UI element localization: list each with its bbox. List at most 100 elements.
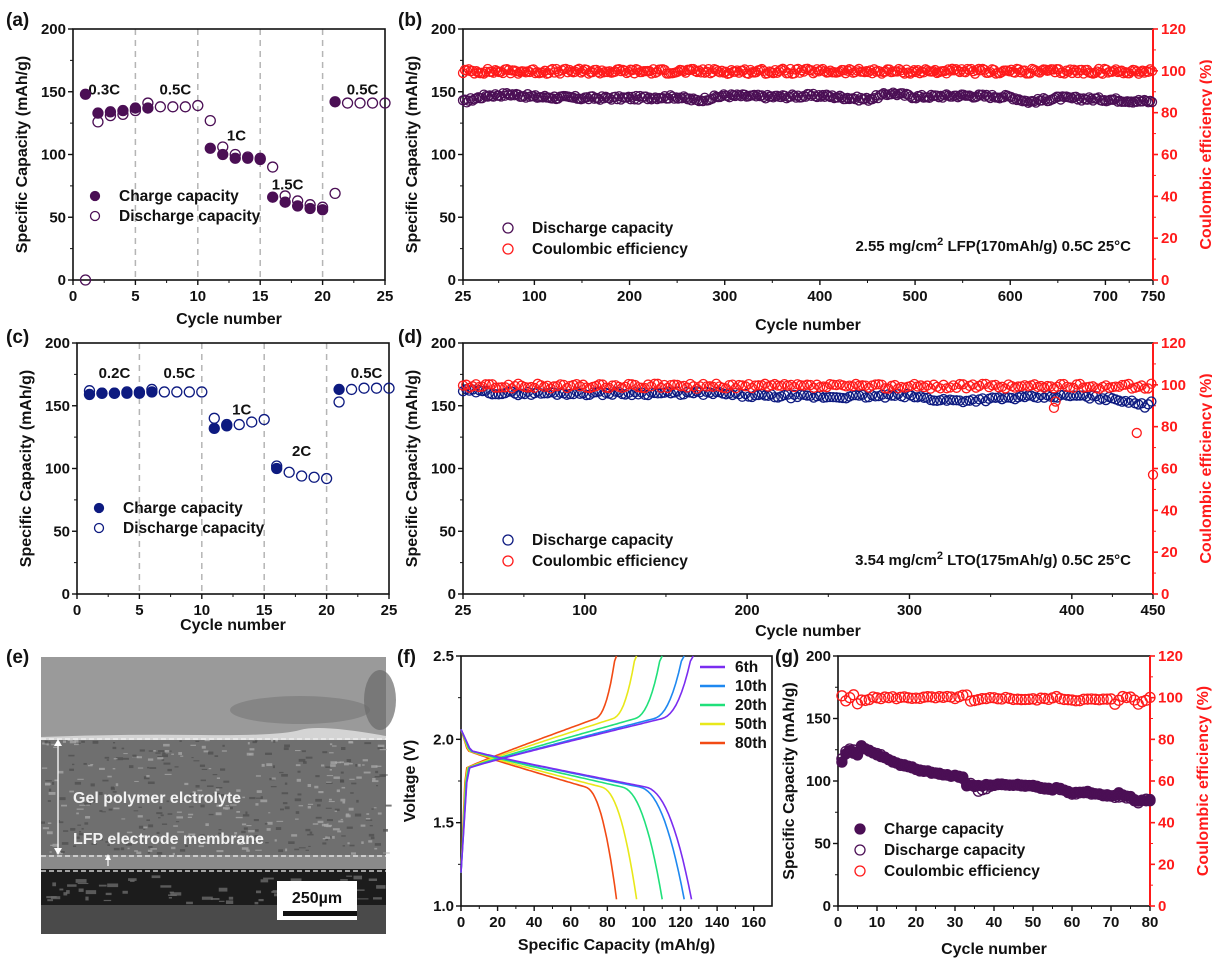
discharge-point <box>283 466 295 478</box>
sem-texture <box>372 777 376 781</box>
sem-texture <box>116 757 124 761</box>
ce-point <box>701 381 712 392</box>
ce-point <box>867 691 879 703</box>
sem-texture <box>171 753 174 755</box>
legend-charge-label: Charge capacity <box>884 821 1004 838</box>
ce-point <box>740 381 751 392</box>
sem-texture <box>199 764 206 767</box>
discharge-point <box>308 471 320 483</box>
ce-point <box>847 381 858 392</box>
legend-ce-label: Coulombic efficiency <box>532 241 688 258</box>
rate-label: 0.2C <box>99 365 131 382</box>
x-tick-label: 140 <box>705 914 730 931</box>
ce-point <box>668 379 680 390</box>
scale-bar <box>283 911 357 916</box>
sem-texture <box>162 752 166 755</box>
sem-texture <box>151 875 161 879</box>
charge-curve-6th <box>460 655 694 873</box>
y-tick-label: 100 <box>45 461 70 478</box>
ce-point <box>483 379 495 390</box>
sem-texture <box>230 804 237 806</box>
sem-texture <box>214 798 218 801</box>
discharge-point <box>354 97 366 109</box>
ce-point <box>604 66 615 77</box>
chart-f: 0 20 40 60 80 100 120 140 160 1.0 1.5 2.0 2.5 Specifi… <box>402 648 773 954</box>
ce-point <box>1078 693 1090 705</box>
sem-texture <box>266 828 271 831</box>
x-tick-label: 500 <box>903 288 928 305</box>
ce-point <box>855 694 868 706</box>
x-tick-label: 600 <box>998 288 1023 305</box>
sem-texture <box>260 879 269 883</box>
ce-point <box>879 691 891 703</box>
sem-texture <box>382 852 390 854</box>
ce-point <box>600 382 612 393</box>
discharge-point <box>267 161 279 173</box>
sem-texture <box>69 790 74 793</box>
sem-texture <box>340 798 346 802</box>
ce-point <box>730 383 741 394</box>
sem-texture <box>140 835 147 838</box>
ce-point <box>733 379 745 391</box>
sem-texture <box>273 739 276 743</box>
discharge-point <box>1109 791 1121 803</box>
y-tick-label: 2.0 <box>433 731 454 748</box>
ce-point <box>511 66 522 77</box>
sem-texture <box>340 771 344 774</box>
ce-point <box>894 691 907 704</box>
sem-texture <box>130 880 135 882</box>
charge-point <box>146 386 158 398</box>
sem-texture <box>254 901 259 905</box>
discharge-point <box>154 101 167 113</box>
right-y-tick-label: 40 <box>1161 502 1178 519</box>
ce-point <box>828 379 839 390</box>
sem-texture <box>279 771 284 774</box>
discharge-point <box>740 388 751 400</box>
y-tick-label: 0 <box>448 272 456 289</box>
x-tick-label: 40 <box>526 914 543 931</box>
x-tick-label: 120 <box>668 914 693 931</box>
discharge-point <box>970 396 982 407</box>
panel-label: (f) <box>397 647 416 668</box>
sem-texture <box>241 847 249 850</box>
sem-texture <box>315 816 322 819</box>
y-tick-label: 100 <box>431 461 456 478</box>
sem-texture <box>295 811 300 814</box>
y-axis-title: Voltage (V) <box>402 740 419 822</box>
discharge-point <box>992 778 1004 790</box>
sem-texture <box>376 785 379 787</box>
sem-texture <box>90 783 95 787</box>
ce-outlier-point <box>1131 427 1142 439</box>
sem-texture <box>188 806 194 808</box>
discharge-point <box>1146 96 1158 108</box>
sem-texture <box>377 744 385 748</box>
ce-point <box>1000 691 1012 704</box>
right-y-tick-label: 80 <box>1161 105 1178 122</box>
rate-label: 0.3C <box>88 81 120 98</box>
ce-point <box>698 378 709 390</box>
sem-texture <box>77 824 82 826</box>
discharge-point <box>1143 97 1154 108</box>
sem-texture <box>57 770 64 774</box>
sem-texture <box>338 820 344 823</box>
right-y-tick-label: 0 <box>1161 272 1169 289</box>
charge-curve-20th <box>460 655 663 873</box>
ce-point <box>805 379 816 391</box>
x-tick-label: 10 <box>189 288 206 305</box>
sem-texture <box>85 816 91 819</box>
discharge-point <box>183 386 195 398</box>
sem-texture <box>133 810 139 812</box>
sem-texture <box>161 823 168 825</box>
charge-point <box>229 152 241 164</box>
sem-texture <box>246 849 250 852</box>
right-y-tick-label: 60 <box>1161 461 1178 478</box>
sem-texture <box>85 896 89 901</box>
ce-point <box>730 66 741 77</box>
arrow-head-down <box>54 848 62 855</box>
ce-point <box>808 382 819 393</box>
sem-texture <box>61 804 68 807</box>
sem-texture <box>125 843 132 846</box>
ce-point <box>659 379 670 391</box>
sem-texture <box>78 831 82 833</box>
discharge-point <box>909 392 920 403</box>
